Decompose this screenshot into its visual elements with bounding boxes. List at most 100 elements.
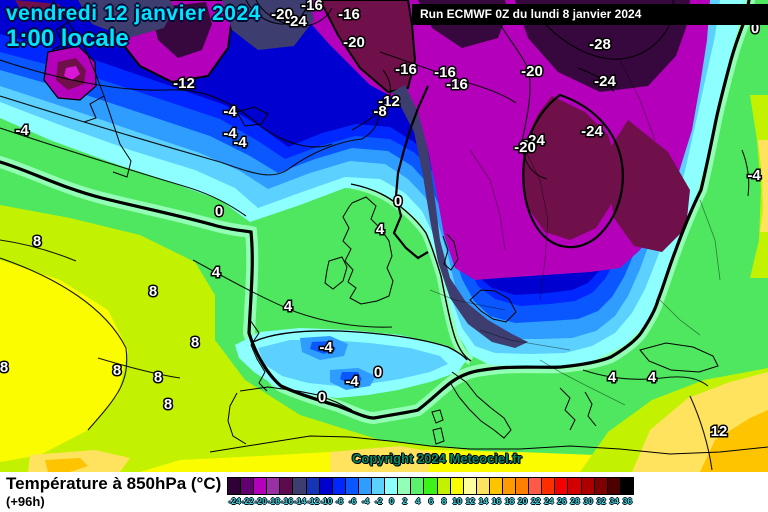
contour-label: -16	[434, 64, 456, 81]
legend-tick-label: -16	[280, 496, 294, 506]
legend-color-cell	[331, 477, 346, 495]
legend-tick-label: 24	[544, 496, 554, 506]
legend-tick-label: 16	[491, 496, 502, 506]
contour-label: -28	[589, 36, 611, 53]
legend-tick-label: 2	[402, 496, 408, 506]
copyright-text: Copyright 2024 Meteociel.fr	[352, 451, 522, 466]
legend-color-cell	[541, 477, 556, 495]
legend-color-cell	[371, 477, 386, 495]
contour-label: -20	[271, 6, 293, 23]
legend-title: Température à 850hPa (°C)	[6, 474, 222, 493]
legend-tick-label: -20	[254, 496, 267, 506]
contour-label: 8	[164, 396, 172, 413]
contour-label: 4	[212, 264, 221, 281]
legend-color-cell	[606, 477, 621, 495]
legend-color-cell	[528, 477, 543, 495]
contour-label: 0	[318, 389, 326, 406]
legend-color-cell	[501, 477, 517, 495]
legend-tick-label: 22	[530, 496, 541, 506]
legend-tick-label: 34	[609, 496, 619, 506]
legend-color-cell	[580, 477, 595, 495]
legend-color-cell	[475, 477, 490, 495]
contour-label: -24	[581, 123, 603, 140]
contour-label: -4	[15, 122, 29, 139]
legend-tick-label: -24	[228, 496, 241, 506]
legend-color-cell	[410, 477, 425, 495]
contour-label: -20	[521, 63, 543, 80]
legend-color-cell	[619, 477, 634, 495]
contour-label: 8	[191, 334, 199, 351]
legend-tick-label: 26	[557, 496, 567, 506]
legend-color-cell	[344, 477, 359, 495]
legend-tick-label: -22	[241, 496, 254, 506]
contour-label: -24	[594, 73, 616, 90]
contour-label: 4	[608, 369, 617, 386]
legend-tick-label: -4	[361, 496, 370, 506]
contour-label: -4	[345, 373, 359, 390]
contour-label: 8	[154, 369, 162, 386]
legend-tick-label: 14	[478, 496, 489, 506]
contour-label: -12	[173, 75, 195, 92]
legend-color-cell	[305, 477, 320, 495]
legend-bar: Température à 850hPa (°C) (+96h) -24 -22-…	[0, 472, 768, 512]
legend-tick-label: 32	[596, 496, 606, 506]
contour-label: -24	[523, 132, 545, 149]
contour-label: -4	[233, 134, 247, 151]
contour-label: -20	[514, 139, 536, 156]
legend-color-cell	[423, 477, 438, 495]
legend-tick-label: -14	[293, 496, 307, 506]
map-area: -16 -20 -24 -16 -20 -12 -16 -16 -16 -12 -8 -28 -20 -2…	[0, 0, 768, 472]
legend-color-cell	[318, 477, 333, 495]
legend-color-cell	[279, 477, 294, 495]
contour-label: 0	[215, 203, 223, 220]
legend-color-cell	[397, 477, 412, 495]
contour-label: 8	[149, 283, 157, 300]
contour-label: -4	[223, 103, 237, 120]
contour-label: 4	[376, 221, 385, 238]
legend-color-cell	[253, 477, 268, 495]
contour-label: -20	[343, 34, 365, 51]
contour-label: -12	[378, 93, 400, 110]
legend-tick-label: -2	[374, 496, 383, 506]
contour-label: 12	[711, 423, 728, 440]
contour-labels: -16-20-24 -16-20-12-16 -16-16-12-8-28-20-2…	[0, 0, 763, 442]
legend-tick-label: 4	[415, 496, 421, 506]
legend-color-cell	[515, 477, 530, 495]
model-run-label: Run ECMWF 0Z du lundi 8 janvier 2024	[412, 4, 768, 25]
valid-time: 1:00 locale	[6, 24, 129, 52]
contour-label: -16	[446, 76, 468, 93]
legend-tick-label: 10	[452, 496, 462, 506]
contour-label: 0	[394, 193, 402, 210]
contour-label: 8	[0, 359, 8, 376]
color-scale	[227, 477, 634, 495]
legend-color-cell	[462, 477, 477, 495]
contour-label: 8	[33, 233, 41, 250]
valid-date: vendredi 12 janvier 2024	[6, 2, 261, 25]
contour-label: -4	[223, 125, 237, 142]
contour-label: 0	[374, 364, 382, 381]
legend-tick-label: 6	[428, 496, 434, 506]
contour-label: -24	[285, 13, 307, 30]
legend-tick-label: -10	[320, 496, 333, 506]
contour-label: -16	[301, 0, 323, 14]
legend-color-cell	[357, 477, 373, 495]
legend-color-cell	[240, 477, 255, 495]
legend-tick-label: -6	[348, 496, 357, 506]
legend-color-cell	[436, 477, 451, 495]
contour-label: -8	[373, 103, 386, 120]
legend-tick-label: 12	[465, 496, 475, 506]
legend-color-cell	[593, 477, 608, 495]
legend-tick-label: 36	[622, 496, 633, 506]
legend-color-cell	[266, 477, 281, 495]
legend-tick-label: -18	[267, 496, 280, 506]
legend-tick-label: -8	[335, 496, 344, 506]
contour-label: -4	[319, 339, 333, 356]
color-scale-ticks: -24 -22 -20 -18 -16 -14 -12 -10 -8 -6 -4 -2 0 2 4 6 8 10 1…	[228, 496, 634, 506]
contour-label: 4	[284, 298, 293, 315]
contour-label: -16	[338, 6, 360, 23]
legend-tick-label: 30	[583, 496, 593, 506]
legend-color-cell	[227, 477, 242, 495]
contour-label: -16	[395, 61, 417, 78]
contour-label: -4	[747, 167, 761, 184]
